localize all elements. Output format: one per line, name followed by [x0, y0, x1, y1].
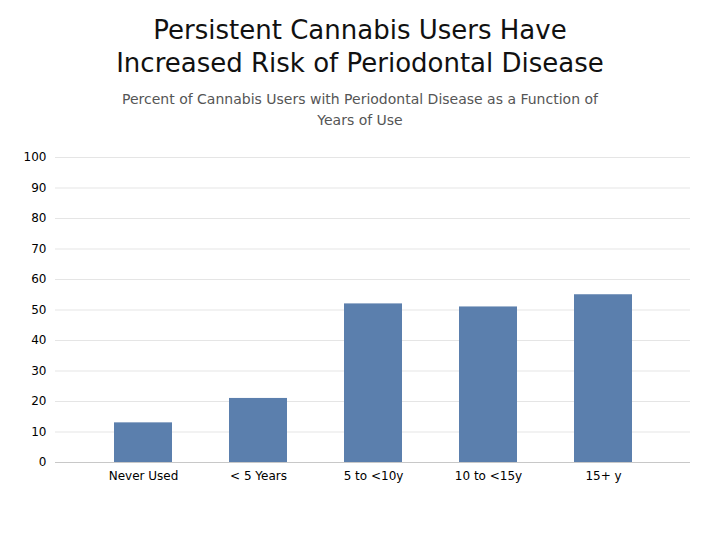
- svg-text:100: 100: [24, 150, 47, 164]
- svg-text:70: 70: [31, 242, 46, 256]
- svg-text:90: 90: [31, 181, 46, 195]
- svg-text:60: 60: [31, 272, 46, 286]
- svg-text:30: 30: [31, 364, 46, 378]
- svg-text:80: 80: [31, 211, 46, 225]
- svg-text:15+ y: 15+ y: [585, 469, 621, 483]
- svg-text:10: 10: [31, 425, 46, 439]
- svg-text:50: 50: [31, 303, 46, 317]
- svg-text:5 to <10y: 5 to <10y: [344, 469, 404, 483]
- svg-text:0: 0: [39, 455, 47, 469]
- svg-text:20: 20: [31, 394, 46, 408]
- svg-text:40: 40: [31, 333, 46, 347]
- html-text:Percent of Cannabis Users with: Percent of Cannabis Users with Periodont…: [122, 91, 598, 128]
- svg-text:< 5 Years: < 5 Years: [230, 469, 287, 483]
- svg-text:10 to <15y: 10 to <15y: [455, 469, 522, 483]
- html-text:Persistent Cannabis Users Have: Persistent Cannabis Users Have Increased…: [116, 15, 604, 78]
- svg-text:Never Used: Never Used: [109, 469, 179, 483]
